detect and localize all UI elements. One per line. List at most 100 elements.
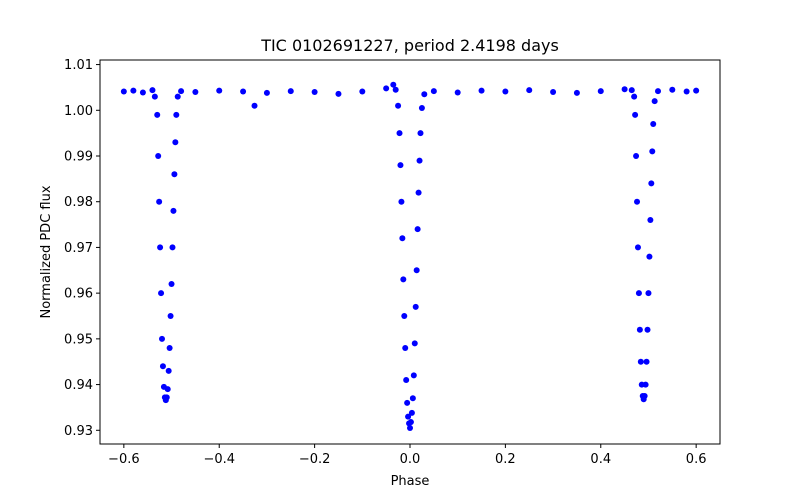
data-point (646, 253, 653, 260)
data-point (158, 290, 165, 297)
x-tick-label: 0.2 (495, 452, 516, 467)
data-point (642, 381, 649, 388)
data-point (178, 88, 185, 95)
data-point (647, 217, 654, 223)
data-point (251, 102, 258, 109)
data-point (408, 409, 415, 416)
chart-title: TIC 0102691227, period 2.4198 days (260, 36, 559, 55)
data-point (635, 290, 642, 297)
data-point (550, 89, 557, 95)
data-point (359, 88, 366, 95)
data-point (165, 367, 172, 374)
y-tick-label: 0.96 (64, 287, 93, 302)
data-point (166, 345, 173, 351)
data-point (454, 89, 461, 96)
data-point (149, 87, 156, 94)
y-tick-label: 0.99 (64, 150, 93, 165)
y-tick-label: 0.95 (64, 332, 93, 347)
data-point (651, 98, 658, 105)
data-point (287, 88, 294, 95)
data-point (399, 235, 406, 242)
data-point (156, 198, 163, 205)
data-point (644, 326, 651, 333)
data-point (404, 399, 411, 406)
data-point (632, 111, 639, 118)
data-point (417, 130, 424, 137)
x-axis-title: Phase (391, 474, 430, 489)
data-point (173, 111, 180, 118)
data-point (263, 89, 270, 96)
data-point (171, 171, 178, 178)
data-point (636, 326, 643, 333)
y-tick-label: 0.98 (64, 195, 93, 210)
data-point (409, 395, 416, 402)
data-point (157, 244, 164, 251)
data-point (395, 102, 402, 109)
data-point (164, 386, 171, 393)
data-point (216, 87, 223, 94)
x-tick-label: −0.4 (203, 452, 235, 467)
data-point (390, 81, 397, 88)
data-point (631, 93, 638, 100)
y-tick-label: 1.00 (64, 104, 93, 119)
data-point (192, 89, 199, 95)
data-point (151, 93, 158, 100)
data-point (637, 358, 644, 365)
data-point (643, 358, 650, 365)
x-axis: −0.6 −0.4 −0.2 0.0 0.2 0.4 0.6 (108, 444, 706, 467)
data-point (170, 207, 177, 214)
data-point (573, 89, 580, 96)
data-point (526, 87, 533, 94)
y-axis: 0.93 0.94 0.95 0.96 0.97 0.98 0.99 1.00 1.01 (64, 58, 100, 439)
data-point (407, 419, 414, 426)
data-point (478, 87, 485, 94)
y-tick-label: 0.97 (64, 241, 93, 256)
data-point (411, 340, 418, 347)
data-point (693, 87, 700, 94)
data-point (311, 89, 318, 95)
data-point (396, 130, 403, 137)
data-point (163, 394, 170, 401)
data-point (120, 88, 127, 95)
data-point (412, 303, 419, 310)
data-point (416, 157, 423, 164)
data-point (597, 88, 604, 95)
data-point (421, 91, 428, 98)
x-tick-label: −0.2 (299, 452, 331, 467)
data-point (655, 88, 661, 95)
x-tick-label: 0.6 (686, 452, 707, 467)
data-point (628, 87, 635, 94)
data-point (402, 345, 409, 351)
data-point (413, 267, 420, 274)
data-point (502, 88, 509, 95)
data-point (335, 90, 342, 97)
data-point (649, 148, 656, 155)
y-tick-label: 0.93 (64, 424, 93, 439)
data-point (130, 87, 137, 94)
data-point (645, 290, 652, 297)
data-point (397, 162, 404, 169)
data-point (683, 88, 690, 95)
data-point (414, 226, 421, 233)
data-point (172, 139, 179, 146)
data-point (634, 244, 641, 251)
data-point (634, 198, 641, 205)
data-point (407, 425, 413, 431)
y-tick-label: 0.94 (64, 378, 93, 393)
data-point (159, 363, 166, 370)
data-point (430, 88, 437, 95)
data-point (633, 153, 640, 159)
data-point (415, 189, 422, 196)
data-point (648, 180, 655, 187)
data-point (240, 88, 247, 95)
data-point (155, 153, 162, 159)
data-point (400, 276, 407, 283)
data-point (168, 281, 175, 287)
data-point (167, 313, 174, 319)
data-point (405, 413, 412, 420)
data-point (418, 105, 425, 111)
data-point (383, 85, 390, 92)
data-point (159, 335, 165, 342)
x-tick-label: −0.6 (108, 452, 140, 467)
